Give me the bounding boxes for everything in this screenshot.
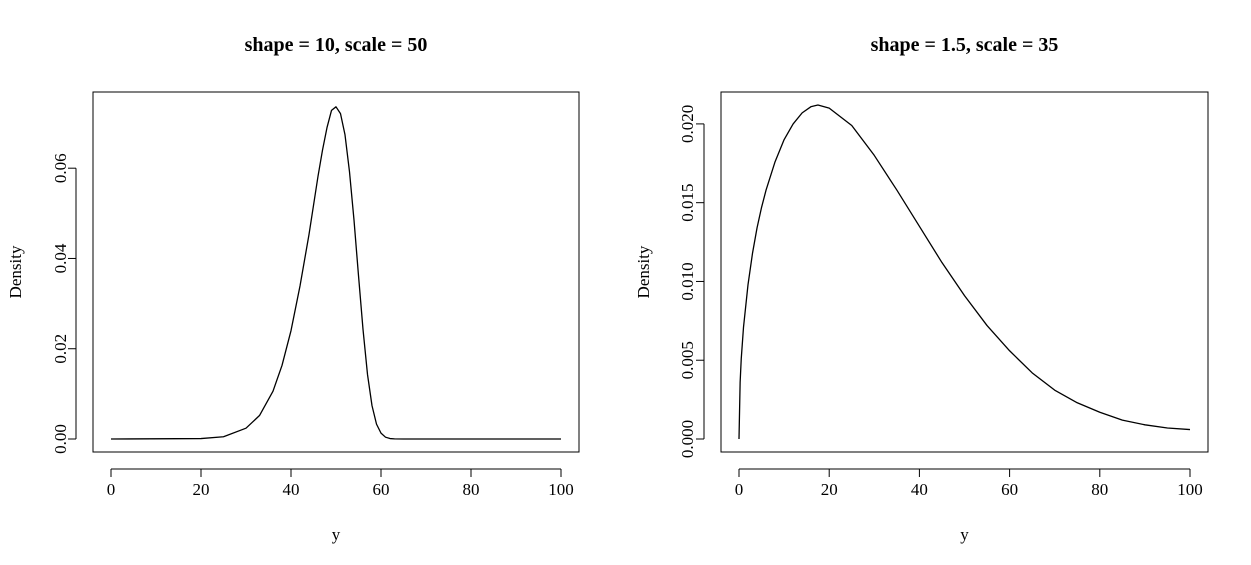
x-tick-label: 40	[283, 480, 300, 499]
x-tick-label: 100	[548, 480, 574, 499]
y-tick-label: 0.000	[678, 420, 697, 458]
x-tick-label: 40	[911, 480, 928, 499]
x-tick-label: 0	[735, 480, 744, 499]
y-tick-label: 0.04	[51, 243, 70, 273]
y-tick-label: 0.020	[678, 105, 697, 143]
x-tick-label: 80	[463, 480, 480, 499]
y-tick-label: 0.02	[51, 334, 70, 364]
chart-title: shape = 10, scale = 50	[245, 34, 428, 56]
x-tick-label: 0	[107, 480, 116, 499]
y-tick-label: 0.015	[678, 184, 697, 222]
x-tick-label: 100	[1177, 480, 1203, 499]
chart-panel-1: shape = 10, scale = 50 0 20 40 60 80 100 0.00 0.…	[6, 34, 580, 544]
chart-title: shape = 1.5, scale = 35	[871, 34, 1059, 56]
plot-frame	[720, 91, 1209, 453]
chart-panel-2: shape = 1.5, scale = 35 0 20 40 60 80 100 0.000…	[634, 34, 1209, 544]
y-tick-label: 0.005	[678, 341, 697, 379]
plot-frame	[92, 91, 580, 453]
x-axis-label: y	[332, 525, 341, 544]
y-tick-label: 0.010	[678, 262, 697, 300]
x-tick-label: 80	[1091, 480, 1108, 499]
density-curve	[110, 106, 561, 440]
x-tick-label: 60	[1001, 480, 1018, 499]
x-tick-label: 60	[373, 480, 390, 499]
y-axis-label: Density	[6, 245, 25, 298]
y-tick-label: 0.06	[51, 153, 70, 183]
x-axis-label: y	[960, 525, 969, 544]
density-curve	[738, 104, 1191, 440]
x-tick-label: 20	[193, 480, 210, 499]
y-tick-label: 0.00	[51, 424, 70, 454]
y-axis-label: Density	[634, 245, 653, 298]
x-tick-label: 20	[821, 480, 838, 499]
